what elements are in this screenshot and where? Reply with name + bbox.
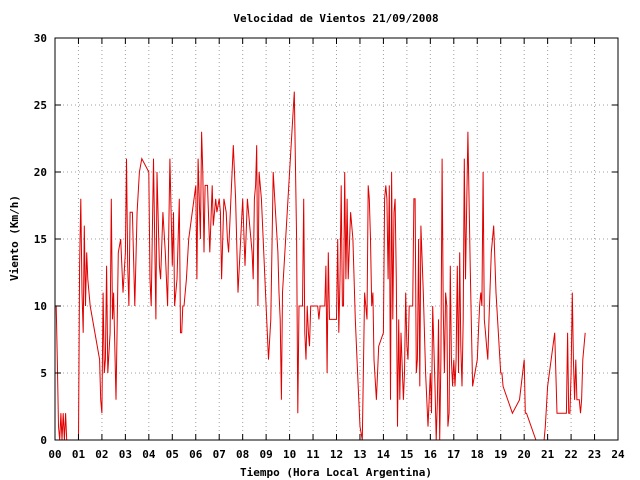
x-tick-label: 07 [213, 448, 226, 461]
x-tick-label: 02 [95, 448, 108, 461]
x-tick-label: 18 [471, 448, 484, 461]
x-axis-label: Tiempo (Hora Local Argentina) [240, 466, 432, 479]
y-tick-label: 25 [34, 99, 47, 112]
x-tick-label: 12 [330, 448, 343, 461]
x-tick-label: 14 [377, 448, 391, 461]
x-tick-label: 05 [166, 448, 179, 461]
y-axis-label: Viento (Km/h) [8, 195, 21, 281]
x-tick-label: 20 [518, 448, 531, 461]
x-tick-label: 09 [260, 448, 273, 461]
x-tick-label: 08 [236, 448, 249, 461]
x-tick-label: 17 [447, 448, 460, 461]
x-tick-label: 01 [72, 448, 86, 461]
x-tick-label: 00 [48, 448, 61, 461]
y-tick-label: 5 [40, 367, 47, 380]
grid-lines [55, 38, 618, 440]
x-tick-label: 19 [494, 448, 507, 461]
x-tick-label: 04 [142, 448, 156, 461]
y-tick-label: 10 [34, 300, 47, 313]
y-axis-ticks: 0 5 10 15 20 25 30 [34, 32, 618, 447]
x-tick-label: 06 [189, 448, 203, 461]
y-tick-label: 15 [34, 233, 47, 246]
y-tick-label: 30 [34, 32, 47, 45]
x-tick-label: 21 [541, 448, 555, 461]
x-tick-label: 24 [611, 448, 625, 461]
chart-title: Velocidad de Vientos 21/09/2008 [233, 12, 438, 25]
wind-speed-series-line [55, 91, 586, 441]
y-tick-label: 0 [40, 434, 47, 447]
x-tick-label: 03 [119, 448, 132, 461]
data-series [55, 91, 586, 441]
y-tick-label: 20 [34, 166, 47, 179]
x-tick-label: 13 [353, 448, 366, 461]
x-tick-label: 16 [424, 448, 438, 461]
x-tick-label: 15 [400, 448, 413, 461]
x-axis-ticks: 00 01 02 03 04 05 06 07 08 09 10 11 12 13 14 15 16 17 18 19… [48, 38, 625, 461]
x-tick-label: 23 [588, 448, 601, 461]
x-tick-label: 10 [283, 448, 296, 461]
x-tick-label: 11 [306, 448, 320, 461]
x-tick-label: 22 [564, 448, 577, 461]
